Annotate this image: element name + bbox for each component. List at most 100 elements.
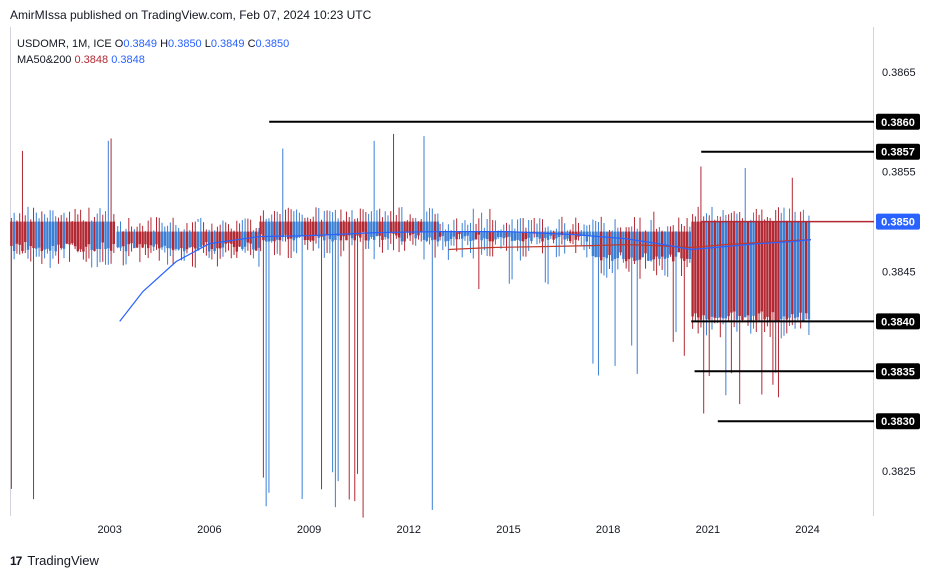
candle-body	[611, 231, 614, 261]
candle-body	[230, 231, 233, 244]
candle-body	[785, 221, 788, 320]
candle-body	[221, 231, 225, 248]
candle-body	[408, 221, 412, 236]
candle-body	[367, 221, 370, 241]
candle-body	[680, 231, 683, 259]
candle-body	[284, 221, 287, 235]
candle-body	[392, 221, 395, 234]
candle-body	[323, 221, 326, 241]
candle-body	[483, 231, 486, 239]
candle-body	[735, 221, 739, 320]
candle-body	[524, 231, 528, 240]
legend-ma-row: MA50&200 0.3848 0.3848	[17, 52, 289, 68]
candle-body	[480, 231, 483, 241]
candle-body	[138, 231, 142, 245]
candle-body	[342, 221, 345, 237]
candle-body	[331, 221, 334, 242]
candle-body	[15, 221, 19, 244]
candle-body	[207, 231, 211, 252]
candle-body	[130, 231, 133, 244]
candle-body	[160, 231, 164, 248]
candle-body	[18, 221, 21, 245]
y-axis: 0.3865 0.3855 0.3845 0.3825	[882, 67, 916, 478]
level-badge-bg	[876, 363, 920, 380]
candle-body	[295, 221, 298, 239]
candle-body	[555, 231, 558, 239]
candle-body	[98, 221, 102, 250]
candle-body	[571, 231, 575, 234]
candle-body	[771, 221, 775, 313]
candle-body	[461, 231, 464, 239]
candle-body	[644, 231, 647, 254]
candle-body	[724, 221, 728, 319]
candle-body	[458, 231, 461, 235]
candle-body	[705, 221, 708, 320]
candle-body	[566, 231, 569, 239]
candle-body	[791, 221, 794, 315]
candle-body	[600, 231, 603, 261]
candle-body	[713, 221, 716, 318]
candle-body	[420, 221, 423, 232]
candle-body	[306, 221, 309, 241]
x-tick-label: 2012	[397, 524, 421, 536]
candle-body	[375, 221, 379, 236]
candle-body	[521, 231, 525, 242]
candle-body	[185, 231, 189, 250]
candle-body	[133, 231, 136, 249]
candle-body	[224, 231, 227, 244]
chart-legend: USDOMR, 1M, ICE O0.3849 H0.3850 L0.3849 …	[17, 36, 289, 68]
legend-close: 0.3850	[255, 38, 290, 50]
candle-body	[804, 221, 808, 314]
candle-body	[281, 221, 284, 237]
candle-body	[292, 221, 296, 241]
x-tick-label: 2009	[297, 524, 321, 536]
legend-l-label: L	[204, 38, 211, 50]
candle-body	[588, 231, 591, 237]
candle-body	[741, 221, 744, 320]
candle-body	[403, 221, 406, 242]
candle-body	[196, 231, 200, 251]
footer-brand: TradingView	[27, 553, 99, 568]
candle-body	[708, 221, 711, 320]
candle-body	[259, 221, 262, 235]
candle-body	[46, 221, 49, 249]
candle-body	[278, 221, 282, 241]
candle-body	[469, 231, 472, 242]
ma-line-ma200	[119, 231, 811, 322]
level-lines-layer	[269, 120, 874, 423]
candle-body	[82, 221, 85, 252]
y-tick-label: 0.3845	[882, 267, 916, 279]
candle-body	[65, 221, 68, 244]
candle-body	[757, 221, 761, 314]
candle-body	[267, 221, 271, 242]
candle-body	[68, 221, 71, 245]
candle-body	[641, 231, 644, 258]
candle-body	[287, 221, 290, 240]
candle-body	[477, 231, 481, 235]
candle-body	[552, 231, 555, 240]
candle-body	[406, 221, 409, 233]
candle-body	[199, 231, 202, 248]
candle-body	[463, 231, 467, 237]
candle-body	[608, 231, 611, 256]
candle-body	[359, 221, 362, 238]
candle-body	[397, 221, 401, 238]
candle-body	[710, 221, 714, 317]
candle-body	[76, 221, 80, 252]
candle-body	[807, 221, 811, 320]
y-tick-label: 0.3825	[882, 466, 916, 478]
candle-body	[312, 221, 315, 241]
candle-body	[339, 221, 343, 241]
legend-open: 0.3849	[123, 38, 158, 50]
candle-body	[802, 221, 805, 321]
candle-body	[474, 231, 478, 240]
legend-ma50-value: 0.3848	[74, 54, 109, 66]
x-axis: 2003 2006 2009 2012 2015 2018 2021 2024	[97, 524, 819, 536]
candle-body	[716, 221, 719, 318]
candle-body	[666, 231, 669, 258]
candle-body	[144, 231, 147, 245]
candle-body	[135, 231, 139, 248]
legend-symbol: USDOMR, 1M, ICE	[17, 38, 112, 50]
candle-body	[691, 221, 694, 317]
